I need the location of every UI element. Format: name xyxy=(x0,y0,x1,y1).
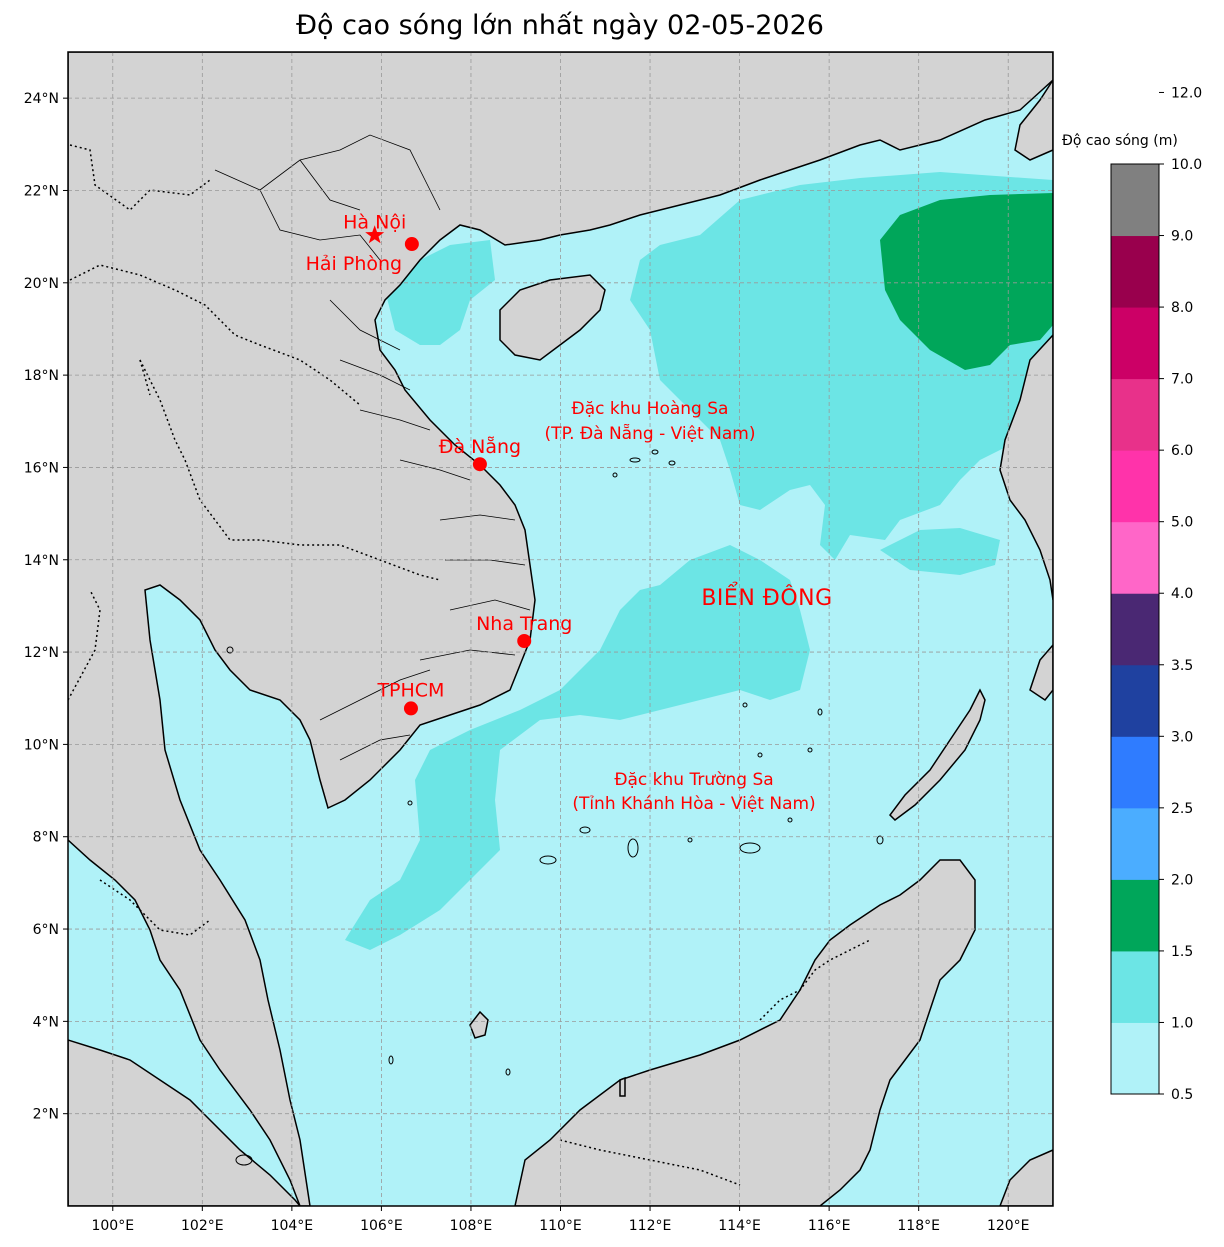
lon-tick-label: 116°E xyxy=(808,1218,851,1234)
colorbar-tick-label: 10.0 xyxy=(1171,157,1202,173)
lat-tick-label: 8°N xyxy=(33,830,59,846)
lon-tick-label: 112°E xyxy=(629,1218,672,1234)
colorbar-tick-label: 5.0 xyxy=(1171,515,1193,531)
colorbar-tick-label: 2.5 xyxy=(1171,801,1193,817)
palawan-island xyxy=(889,688,986,821)
colorbar-frame xyxy=(1110,163,1160,1095)
colorbar-tick-label: 9.0 xyxy=(1171,229,1193,245)
lat-tick-label: 6°N xyxy=(33,922,59,938)
colorbar-tick-label: 3.5 xyxy=(1171,658,1193,674)
colorbar-tick-label: 1.5 xyxy=(1171,944,1193,960)
city-label: Hà Nội xyxy=(343,211,406,233)
borneo-island xyxy=(514,859,976,1206)
gridlines xyxy=(68,52,1053,1206)
lon-tick-label: 110°E xyxy=(539,1218,582,1234)
colorbar: 0.5 1.0 1.5 2.0 2.5 3.0 3.5 4.0 5.0 6.0 7.0 8.0 9.0 1… xyxy=(1110,85,1202,1103)
small-island xyxy=(469,1010,489,1039)
colorbar-segment xyxy=(1111,950,1159,1023)
colorbar-tick-label: 12.0 xyxy=(1171,85,1202,101)
lon-tick-label: 102°E xyxy=(181,1218,224,1234)
map-title: Độ cao sóng lớn nhất ngày 02-05-2026 xyxy=(296,10,824,41)
colorbar-tick-label: 8.0 xyxy=(1171,300,1193,316)
lon-tick-label: 114°E xyxy=(718,1218,761,1234)
truong-sa-label-line1: Đặc khu Trường Sa xyxy=(614,770,773,790)
longitude-axis: 100°E 102°E 104°E 106°E 108°E 110°E 112°E 114°E… xyxy=(91,1206,1030,1234)
colorbar-segment xyxy=(1111,879,1159,952)
taiwan-island xyxy=(1014,78,1053,161)
lon-tick-label: 108°E xyxy=(450,1218,493,1234)
colorbar-segment xyxy=(1111,521,1159,594)
country-borders xyxy=(68,144,871,1186)
lon-tick-label: 118°E xyxy=(897,1218,940,1234)
colorbar-segment xyxy=(1111,736,1159,809)
philippine-islands xyxy=(1029,643,1053,702)
city-markers: Hà Nội Hải Phòng Đà Nẵng Nha Trang TPHCM xyxy=(306,211,572,716)
hoang-sa-label-line2: (TP. Đà Nẵng - Việt Nam) xyxy=(545,423,756,444)
colorbar-segment xyxy=(1111,664,1159,737)
colorbar-segment xyxy=(1111,164,1159,237)
lat-tick-label: 16°N xyxy=(24,460,59,476)
lat-tick-label: 2°N xyxy=(33,1107,59,1123)
map-plot-area xyxy=(68,52,1053,1206)
city-label: Hải Phòng xyxy=(306,253,402,275)
land-areas xyxy=(68,52,1053,1206)
city-dot-marker xyxy=(472,457,487,472)
colorbar-segment xyxy=(1111,450,1159,523)
province-boundaries xyxy=(214,134,531,761)
city-label: Nha Trang xyxy=(476,613,572,635)
wave-zone-1-1.5m xyxy=(880,528,1000,575)
lat-tick-label: 10°N xyxy=(24,737,59,753)
colorbar-title: Độ cao sóng (m) xyxy=(1062,133,1178,149)
lat-tick-label: 12°N xyxy=(24,645,59,661)
colorbar-tick-label: 6.0 xyxy=(1171,443,1193,459)
capital-star-marker xyxy=(365,225,385,244)
lat-tick-label: 4°N xyxy=(33,1014,59,1030)
city-dot-marker xyxy=(403,701,418,716)
colorbar-tick-label: 4.0 xyxy=(1171,586,1193,602)
colorbar-tick-label: 0.5 xyxy=(1171,1087,1193,1103)
colorbar-segment xyxy=(1111,378,1159,451)
hainan-island xyxy=(499,274,606,361)
colorbar-segment xyxy=(1111,807,1159,880)
mainland-asia xyxy=(68,52,1053,1206)
colorbar-tick-label: 7.0 xyxy=(1171,372,1193,388)
lon-tick-label: 120°E xyxy=(987,1218,1030,1234)
lat-tick-label: 24°N xyxy=(24,91,59,107)
wave-zone-1-1.5m xyxy=(345,545,810,950)
colorbar-segment xyxy=(1111,307,1159,380)
mindanao-island xyxy=(999,1149,1053,1206)
lat-tick-label: 18°N xyxy=(24,368,59,384)
city-label: Đà Nẵng xyxy=(439,435,521,458)
city-label: TPHCM xyxy=(376,679,444,701)
colorbar-tick-label: 2.0 xyxy=(1171,872,1193,888)
lon-tick-label: 106°E xyxy=(360,1218,403,1234)
small-island xyxy=(619,1076,626,1097)
wave-zone-1.5-2m xyxy=(880,193,1053,370)
colorbar-segment xyxy=(1111,593,1159,666)
luzon-island xyxy=(999,333,1053,601)
lat-tick-label: 14°N xyxy=(24,553,59,569)
lon-tick-label: 100°E xyxy=(91,1218,134,1234)
sea-name-label: BIỂN ĐÔNG xyxy=(701,583,832,611)
city-dot-marker xyxy=(517,634,532,649)
lon-tick-label: 104°E xyxy=(271,1218,314,1234)
truong-sa-label-line2: (Tỉnh Khánh Hòa - Việt Nam) xyxy=(572,794,815,814)
lat-tick-label: 20°N xyxy=(24,276,59,292)
latitude-axis: 2°N 4°N 6°N 8°N 10°N 12°N 14°N 16°N 18°N 20°N 22°N… xyxy=(24,91,68,1123)
colorbar-segment xyxy=(1111,235,1159,308)
colorbar-segment xyxy=(1111,1022,1159,1095)
colorbar-tick-label: 1.0 xyxy=(1171,1015,1193,1031)
hoang-sa-label-line1: Đặc khu Hoàng Sa xyxy=(572,399,729,419)
colorbar-tick-label: 3.0 xyxy=(1171,729,1193,745)
islets xyxy=(226,449,884,1166)
lat-tick-label: 22°N xyxy=(24,183,59,199)
city-dot-marker xyxy=(404,237,419,252)
